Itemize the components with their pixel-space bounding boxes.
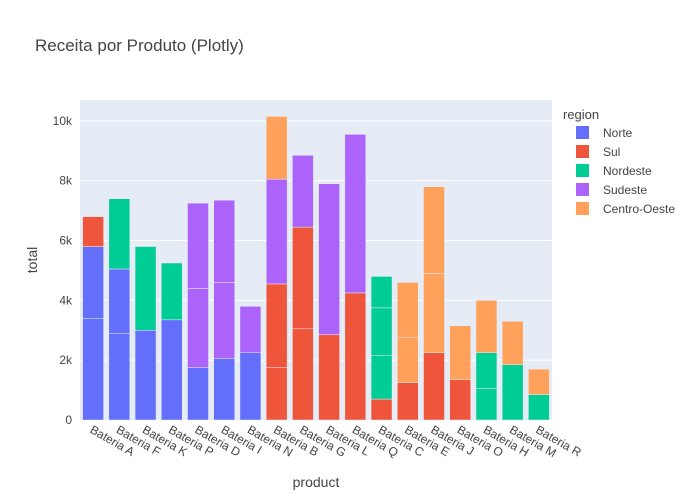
y-tick-label: 2k — [59, 353, 73, 367]
bar-segment — [344, 292, 367, 421]
bar-segment — [528, 368, 550, 395]
bar-segment — [187, 367, 209, 421]
bar-segment — [449, 325, 471, 380]
legend-swatch — [576, 164, 589, 177]
bar-segment — [292, 226, 314, 330]
bar-segment — [213, 358, 235, 421]
bar-segment — [108, 333, 131, 421]
chart-title: Receita por Produto (Plotly) — [35, 36, 244, 55]
bar-segment — [161, 319, 183, 421]
bar-segment — [344, 134, 367, 294]
bar-segment — [528, 394, 550, 421]
bar-segment — [134, 246, 157, 331]
x-axis-title: product — [293, 474, 340, 490]
y-tick-label: 10k — [53, 114, 73, 128]
bar-segment — [397, 282, 419, 339]
y-tick-label: 8k — [59, 174, 73, 188]
bar-segment — [397, 382, 419, 421]
bar-segment — [187, 288, 209, 368]
bar-segment — [108, 198, 131, 270]
legend-title: region — [563, 107, 599, 122]
bar-segment — [501, 364, 524, 421]
legend-label: Sudeste — [603, 183, 647, 197]
legend-swatch — [576, 145, 589, 158]
bar-segment — [292, 328, 314, 421]
bar-segment — [423, 186, 445, 274]
bar-segment — [213, 282, 235, 359]
legend-swatch — [576, 183, 589, 196]
bar-segment — [292, 155, 314, 228]
bar-segment — [370, 398, 393, 421]
bar-segment — [475, 300, 498, 353]
bar-segment — [187, 202, 209, 289]
bar-segment — [423, 273, 445, 353]
bar-segment — [370, 307, 393, 356]
bar-segment — [423, 352, 445, 421]
bar-segment — [449, 379, 471, 421]
bar-segment — [397, 337, 419, 383]
bar-segment — [318, 183, 340, 336]
bar-segment — [501, 321, 524, 365]
bar-segment — [265, 283, 288, 368]
bar-segment — [82, 246, 104, 319]
bar-segment — [265, 116, 288, 180]
bar-segment — [108, 268, 131, 334]
legend-label: Sul — [603, 145, 620, 159]
y-axis-title: total — [24, 247, 40, 273]
gridlines — [80, 120, 552, 361]
bar-segment — [370, 355, 393, 400]
bar-segment — [265, 367, 288, 421]
y-tick-label: 6k — [59, 234, 73, 248]
bar-segment — [265, 179, 288, 285]
bar-segment — [239, 306, 262, 353]
bar-segment — [82, 318, 104, 421]
legend-label: Nordeste — [603, 164, 652, 178]
bar-segment — [161, 262, 183, 321]
bar-segment — [134, 330, 157, 421]
y-tick-label: 4k — [59, 293, 73, 307]
bar-segment — [318, 334, 340, 421]
legend-swatch — [576, 202, 589, 215]
bar-segment — [475, 388, 498, 421]
bar-segment — [213, 199, 235, 283]
y-axis-ticks: 0 2k 4k 6k 8k 10k — [53, 114, 73, 427]
bar-segment — [370, 276, 393, 309]
bars — [82, 116, 550, 421]
bar-segment — [82, 216, 104, 247]
legend-swatch — [576, 126, 589, 139]
plot-area — [80, 100, 552, 420]
legend: region Norte Sul Nordeste Sudeste Centro-Oes… — [563, 107, 675, 216]
y-tick-label: 0 — [65, 413, 72, 427]
bar-segment — [239, 352, 262, 421]
legend-label: Centro-Oeste — [603, 202, 675, 216]
bar-segment — [475, 352, 498, 389]
legend-label: Norte — [603, 126, 633, 140]
